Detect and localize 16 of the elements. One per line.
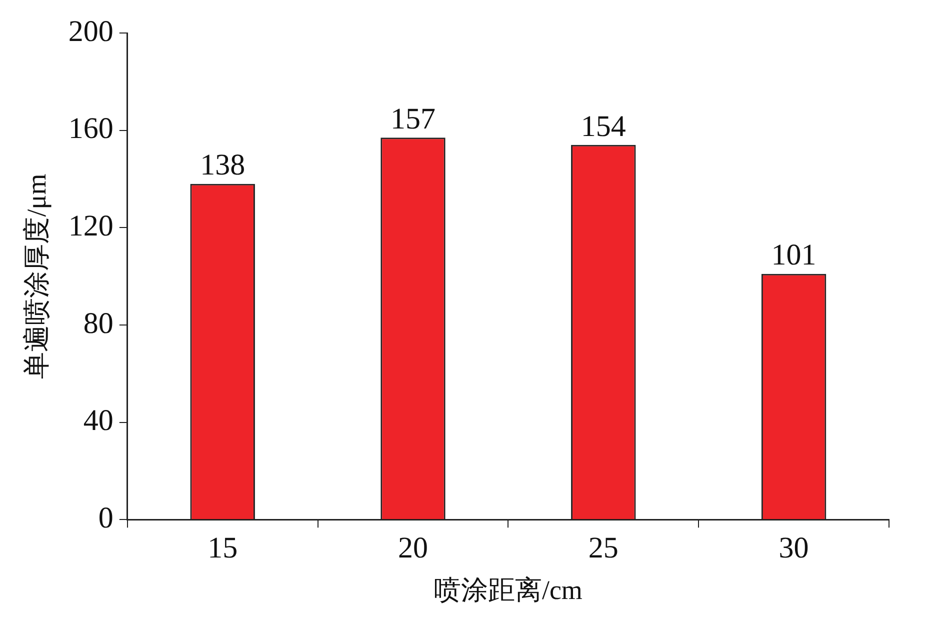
data-label: 138	[200, 148, 246, 182]
x-tick-label: 20	[398, 531, 428, 564]
data-label: 154	[580, 110, 626, 143]
x-axis-title: 喷涂距离/cm	[434, 574, 582, 605]
data-label: 101	[771, 238, 816, 272]
y-tick-label: 80	[83, 306, 114, 340]
y-tick-label: 0	[98, 501, 114, 534]
y-tick-label: 200	[68, 14, 114, 48]
x-tick-label: 25	[588, 531, 618, 564]
y-axis-title: 单遍喷涂厚度/μm	[21, 174, 52, 379]
y-tick-label: 40	[83, 404, 114, 438]
x-tick-label: 30	[778, 531, 809, 564]
data-label: 157	[390, 102, 436, 136]
y-tick-label: 160	[68, 112, 114, 146]
y-tick-label: 120	[68, 210, 114, 243]
x-tick-label: 15	[208, 531, 238, 564]
